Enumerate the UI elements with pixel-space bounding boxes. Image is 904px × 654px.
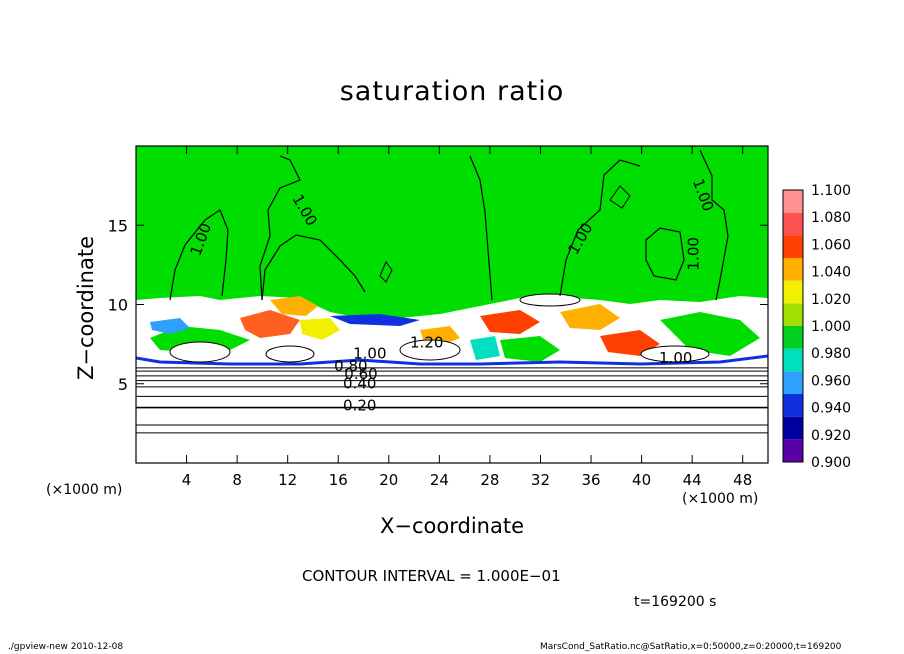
- colorbar-swatch: [783, 326, 803, 349]
- contour-line-9: [609, 185, 631, 209]
- colorbar-swatch: [783, 348, 803, 372]
- colorbar-swatch: [783, 439, 803, 462]
- y-tick-label: 15: [108, 216, 128, 235]
- colorbar-swatch: [783, 190, 803, 213]
- cloud-patch-7: [560, 304, 620, 330]
- contour-label: 1.00: [684, 237, 702, 270]
- cloud-patch-11: [150, 318, 190, 334]
- colorbar-frame: [782, 189, 804, 463]
- cloud-patch-3: [270, 296, 318, 316]
- subsaturated-pocket-4: [519, 293, 581, 307]
- contour-line-3: [259, 155, 301, 301]
- contour-label: 0.80: [334, 357, 367, 375]
- contour-line-2: [261, 234, 366, 301]
- contour-label: 1.00: [659, 349, 692, 367]
- x-axis-label: X−coordinate: [380, 514, 524, 538]
- y-axis-label: Z−coordinate: [74, 236, 98, 380]
- cloud-patch-10: [330, 314, 420, 326]
- x-tick-label: 20: [379, 471, 398, 489]
- contour-line-7: [699, 149, 729, 301]
- colorbar-label: 1.100: [811, 183, 851, 199]
- y-axis-ticks: 5 10 15: [108, 216, 768, 394]
- cloud-patch-8: [660, 312, 760, 356]
- chart-title: saturation ratio: [339, 76, 565, 107]
- x-tick-label: 16: [329, 471, 348, 489]
- contour-interval-note: CONTOUR INTERVAL = 1.000E−01: [302, 567, 561, 585]
- colorbar-label: 1.080: [811, 210, 851, 226]
- contour-label: 1.20: [410, 333, 443, 351]
- colorbar-label: 0.900: [811, 455, 851, 471]
- colorbar-label: 0.940: [811, 401, 851, 417]
- subsaturated-pocket-1: [169, 341, 231, 363]
- contour-line-4: [469, 155, 493, 301]
- cloud-patch-5: [480, 310, 540, 334]
- time-stamp: t=169200 s: [634, 594, 717, 610]
- cloud-bottom-edge: [136, 354, 768, 366]
- colorbar-label: 1.000: [811, 319, 851, 335]
- colorbar-swatch: [783, 371, 803, 394]
- contour-label: 0.40: [343, 375, 376, 393]
- x-tick-label: 48: [733, 471, 752, 489]
- cloud-patch-9: [600, 330, 660, 356]
- y-tick-label: 10: [108, 296, 128, 315]
- cloud-patch-6: [500, 336, 560, 362]
- x-tick-label: 28: [480, 471, 499, 489]
- contour-label: 0.20: [343, 397, 376, 415]
- x-axis-unit-left: (×1000 m): [46, 482, 123, 498]
- colorbar-label: 1.020: [811, 292, 851, 308]
- colorbar-swatch: [783, 394, 803, 417]
- colorbar-swatch: [783, 258, 803, 281]
- x-tick-label: 36: [581, 471, 600, 489]
- cloud-patch-4: [300, 318, 340, 340]
- x-tick-label: 40: [632, 471, 651, 489]
- contour-line-5: [559, 159, 641, 297]
- x-axis-ticks: 4 8 12 16 20 24 28 32 36 40 44 48: [182, 146, 752, 489]
- contour-line-8: [379, 261, 393, 283]
- colorbar-label: 0.980: [811, 346, 851, 362]
- subsaturated-pocket-2: [265, 345, 315, 363]
- contour-label: 0.60: [344, 365, 377, 383]
- colorbar: 0.900 0.920 0.940 0.960 0.980 1.000 1.020 1.040…: [782, 183, 851, 471]
- colorbar-swatch: [783, 416, 803, 440]
- supersaturated-region: [136, 146, 768, 318]
- contour-label: 1.00: [353, 344, 386, 362]
- colorbar-label: 0.920: [811, 428, 851, 444]
- x-axis-unit-right: (×1000 m): [682, 491, 759, 507]
- y-tick-label: 5: [118, 375, 128, 394]
- heatmap-field: [136, 146, 768, 463]
- footer-program: ./gpview-new 2010-12-08: [8, 642, 124, 652]
- x-tick-label: 12: [278, 471, 297, 489]
- contour-line-1: [169, 209, 229, 301]
- colorbar-swatch: [783, 212, 803, 236]
- cloud-patch-2: [240, 310, 300, 338]
- footer-source: MarsCond_SatRatio.nc@SatRatio,x=0:50000,…: [540, 642, 842, 652]
- colorbar-swatch: [783, 303, 803, 326]
- colorbar-swatch: [783, 280, 803, 304]
- colorbar-label: 1.060: [811, 237, 851, 253]
- x-tick-label: 32: [531, 471, 550, 489]
- contour-line-6: [645, 227, 685, 281]
- subsaturated-contours: [136, 367, 768, 434]
- colorbar-swatch: [783, 235, 803, 258]
- x-tick-label: 4: [182, 471, 192, 489]
- x-tick-label: 8: [232, 471, 242, 489]
- cloud-patch-12: [470, 336, 500, 360]
- subsaturated-pocket-5: [640, 345, 710, 363]
- x-tick-label: 44: [683, 471, 702, 489]
- subsaturated-pocket-3: [399, 339, 461, 361]
- x-tick-label: 24: [430, 471, 449, 489]
- colorbar-label: 0.960: [811, 373, 851, 389]
- colorbar-label: 1.040: [811, 265, 851, 281]
